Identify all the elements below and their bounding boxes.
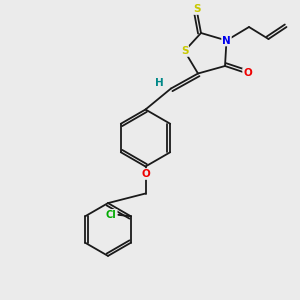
Text: S: S	[181, 46, 188, 56]
Text: H: H	[155, 78, 164, 88]
Text: N: N	[222, 35, 231, 46]
Text: O: O	[141, 169, 150, 179]
Text: O: O	[243, 68, 252, 79]
Text: S: S	[193, 4, 200, 14]
Text: Cl: Cl	[106, 210, 117, 220]
